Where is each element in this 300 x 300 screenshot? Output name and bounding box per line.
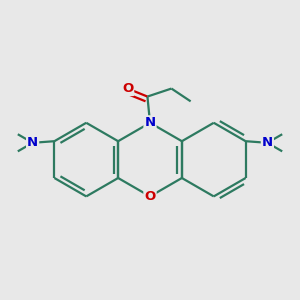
Text: O: O (122, 82, 133, 95)
Text: O: O (144, 190, 156, 203)
Text: N: N (262, 136, 273, 149)
Text: N: N (27, 136, 38, 149)
Text: N: N (144, 116, 156, 129)
